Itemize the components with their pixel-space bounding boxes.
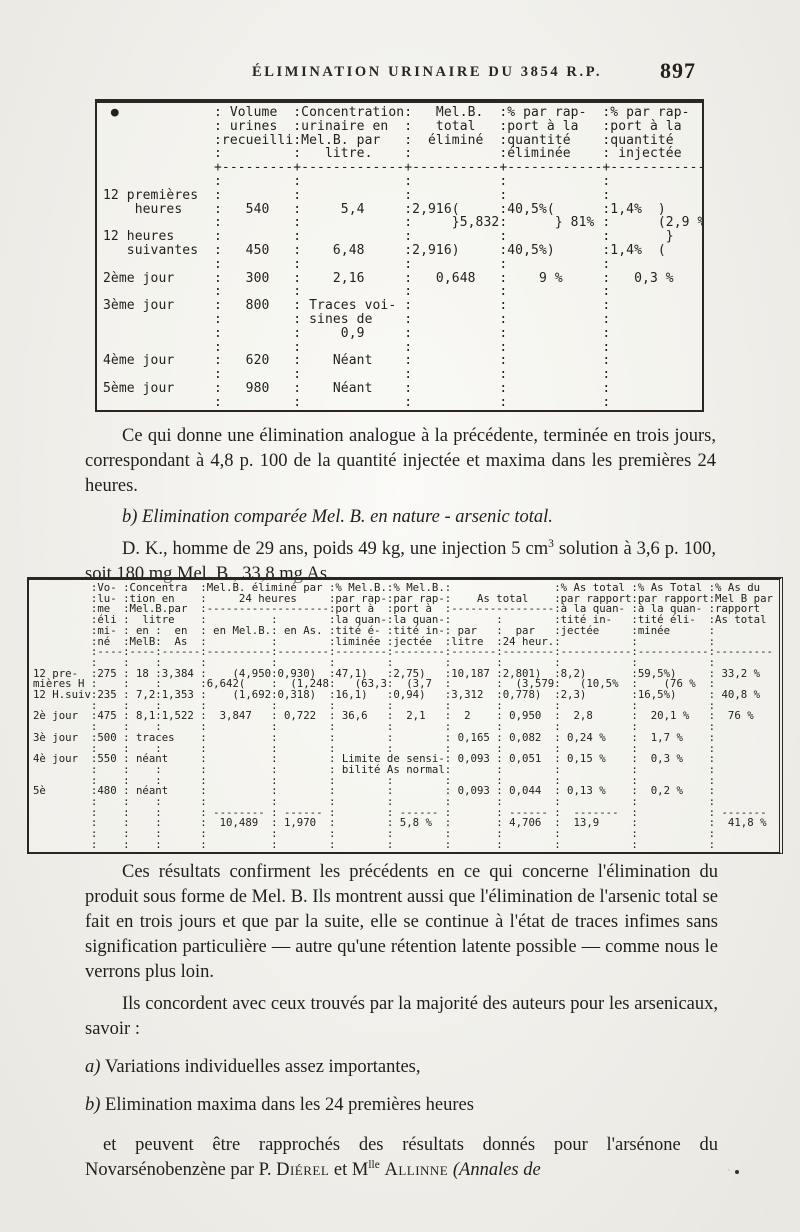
table-1-line: ● : Volume :Concentration: Mel.B. :% par… xyxy=(103,105,704,120)
text-segment: D. K., homme de 29 ans, poids 49 kg, une… xyxy=(122,539,549,559)
table-1-line: heures : 540 : 5,4 :2,916( :40,5%( :1,4%… xyxy=(103,201,704,217)
paragraph-references: et peuvent être rapprochés des résultats… xyxy=(85,1133,718,1183)
text-segment: lle xyxy=(368,1158,380,1171)
text-segment: et M xyxy=(329,1160,369,1180)
text-segment: 3 xyxy=(548,537,554,550)
page-number: 897 xyxy=(660,58,696,83)
table-1-line: : : : : : xyxy=(103,394,704,410)
table-2-line: :----:----:------:----------:--------:--… xyxy=(33,645,773,659)
table-2-line: : : : : : : bilité As normal: : : : : xyxy=(33,762,773,776)
list-item-a: a) Variations individuelles assez import… xyxy=(85,1055,718,1080)
text-segment: Allinne xyxy=(384,1160,449,1180)
text-segment: Diérel xyxy=(276,1160,330,1180)
table-2-line: 3è jour :500 : traces : : : : : 0,165 : … xyxy=(33,730,773,744)
table-1-line: 12 heures : : : : : } xyxy=(103,229,704,245)
paragraph-concordance: Ils concordent avec ceux trouvés par la … xyxy=(85,994,718,1039)
text-segment: Variations individuelles assez important… xyxy=(105,1057,421,1077)
table-1-line: suivantes : 450 : 6,48 :2,916) :40,5%) :… xyxy=(103,242,704,258)
list-item-b: b) Elimination maxima dans les 24 premiè… xyxy=(85,1093,718,1118)
text-segment: (Annales de xyxy=(452,1160,541,1180)
table-2-line: : : : : : : : : : : : : xyxy=(33,741,773,755)
table-2-line: :lu- :tion en : 24 heures :par rap-:par … xyxy=(33,591,773,605)
ink-speck xyxy=(735,1170,739,1174)
table-2-line: 12 H.suiv:235 : 7,2:1,353 : (1,692:0,318… xyxy=(33,688,773,702)
table-2-line: : : : : 10,489 : 1,970 : : 5,8 % : : 4,7… xyxy=(33,816,773,830)
table-2-line: : : : : -------- : ------ : : ------ : :… xyxy=(33,805,773,819)
table-1-line: 3ème jour : 800 : Traces voi- : : : xyxy=(103,298,704,314)
body-text: Ces résultats confirment les précédents … xyxy=(85,860,718,1183)
table-2-line: : : : : : : : : : : : : xyxy=(33,837,773,851)
table-1-line: : : litre. : :éliminée : injectée xyxy=(103,146,704,162)
table-2-line: :Vo- :Concentra :Mel.B. éliminé par :% M… xyxy=(33,581,773,594)
elimination-table-1: ● : Volume :Concentration: Mel.B. :% par… xyxy=(95,99,704,412)
table-1-line: : : : : : xyxy=(103,173,704,189)
section-heading-b: b) Elimination comparée Mel. B. en natur… xyxy=(122,507,553,527)
table-1-line: 12 premières : : : : : xyxy=(103,187,704,203)
table-1-line: :recueilli:Mel.B. par : éliminé :quantit… xyxy=(103,132,704,148)
table-1-line: 2ème jour : 300 : 2,16 : 0,648 : 9 % : 0… xyxy=(103,270,704,286)
table-1-line: : : 0,9 : : : xyxy=(103,325,704,341)
table-2-line: : : : : : : : : : : : : xyxy=(33,795,773,809)
text-segment: et peuvent être rapprochés des résultats… xyxy=(85,1135,718,1180)
table-1-line: : : : }5,832: } 81% : (2,9 % xyxy=(103,215,704,231)
table-1-line: : urines :urinaire en : total :port à la… xyxy=(103,118,704,134)
table-2-line: 2è jour :475 : 8,1:1,522 : 3,847 : 0,722… xyxy=(33,709,773,723)
between-tables-text: Ce qui donne une élimination analogue à … xyxy=(85,424,716,587)
text-segment: b) xyxy=(85,1095,106,1115)
table-2-line: :éli : litre : : :la quan-:la quan-: : :… xyxy=(33,613,773,627)
table-2-line: 5è :480 : néant : : : : : 0,093 : 0,044 … xyxy=(33,784,773,798)
table-2-line: : : : : : : : : : : : : xyxy=(33,827,773,841)
running-head-title: ÉLIMINATION URINAIRE DU 3854 R.P. xyxy=(252,64,603,80)
text-segment: a) xyxy=(85,1057,106,1077)
table-1-line: : : : : : xyxy=(103,367,704,383)
table-1-line: 4ème jour : 620 : Néant : : : xyxy=(103,353,704,369)
table-2-line: 12 pre- :275 : 18 :3,384 : (4,950:0,930)… xyxy=(33,666,773,680)
table-2-line: :né :MelB: As : : :liminée :jectée :litr… xyxy=(33,634,773,648)
text-segment: Elimination maxima dans les 24 premières… xyxy=(105,1095,474,1115)
paragraph-results: Ces résultats confirment les précédents … xyxy=(85,862,718,982)
table-1-line: : : : : : xyxy=(103,256,704,272)
table-2-line: mières H : : : :6,642( : (1,248: (63,3: … xyxy=(33,677,773,691)
table-2-line: : : : : : : : : : : : : xyxy=(33,720,773,734)
table-2-line: :mi- : en : en : en Mel.B.: en As. :tité… xyxy=(33,623,773,637)
table-2-line: : : : : : : : : : : : : xyxy=(33,655,773,669)
table-1-line: 5ème jour : 980 : Néant : : : xyxy=(103,380,704,396)
paragraph-elimination-summary: Ce qui donne une élimination analogue à … xyxy=(85,426,716,496)
table-2-line: :me :Mel.B.par :-------------------:port… xyxy=(33,602,773,616)
table-2-line: : : : : : : : : : : : : xyxy=(33,698,773,712)
table-1-line: : : : : : xyxy=(103,339,704,355)
table-2-line: : : : : : : : : : : : : xyxy=(33,773,773,787)
table-1-line: : : sines de : : : xyxy=(103,311,704,327)
elimination-table-2: :Vo- :Concentra :Mel.B. éliminé par :% M… xyxy=(27,577,783,854)
table-2-line: 4è jour :550 : néant : : : Limite de sen… xyxy=(33,752,773,766)
table-1-line: +---------+-------------+-----------+---… xyxy=(103,160,704,176)
table-1-line: : : : : : xyxy=(103,284,704,300)
